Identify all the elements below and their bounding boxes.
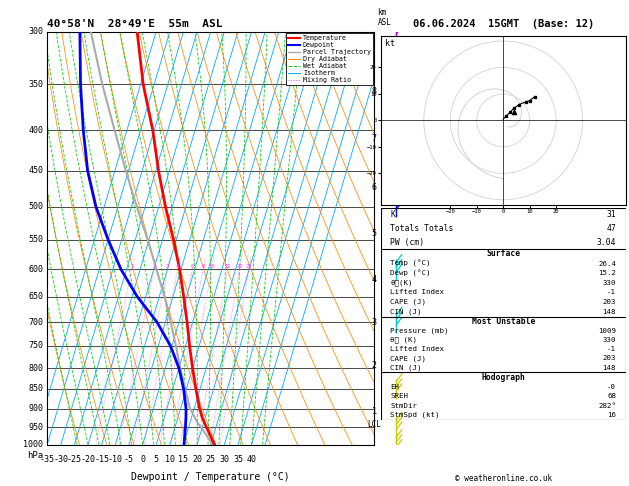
Text: kt: kt	[386, 39, 396, 48]
Text: -5: -5	[124, 455, 134, 464]
Text: 20: 20	[192, 455, 202, 464]
Text: 203: 203	[603, 299, 616, 305]
Text: -10: -10	[108, 455, 123, 464]
Text: 15.2: 15.2	[598, 270, 616, 276]
Text: 1000: 1000	[23, 440, 43, 449]
Text: 800: 800	[28, 364, 43, 373]
Text: Most Unstable: Most Unstable	[472, 317, 535, 326]
Text: 16: 16	[607, 412, 616, 418]
Text: StmDir: StmDir	[391, 402, 418, 409]
Text: CIN (J): CIN (J)	[391, 364, 422, 371]
Text: 5: 5	[372, 229, 377, 238]
Text: Lifted Index: Lifted Index	[391, 290, 444, 295]
Text: 1: 1	[372, 407, 377, 416]
Text: 10: 10	[208, 264, 215, 269]
Text: 700: 700	[28, 318, 43, 327]
Text: -1: -1	[607, 290, 616, 295]
Text: 750: 750	[28, 342, 43, 350]
Text: 3.04: 3.04	[596, 238, 616, 246]
Text: 8: 8	[372, 87, 377, 96]
Text: -1: -1	[607, 346, 616, 352]
Text: θᴇ (K): θᴇ (K)	[391, 336, 418, 343]
Text: 31: 31	[606, 210, 616, 219]
Text: 26.4: 26.4	[598, 260, 616, 266]
Text: 2: 2	[372, 362, 377, 370]
Text: 20: 20	[236, 264, 243, 269]
Text: 450: 450	[28, 166, 43, 175]
Text: CAPE (J): CAPE (J)	[391, 355, 426, 362]
Text: 5: 5	[153, 455, 159, 464]
Text: LCL: LCL	[367, 420, 381, 429]
Text: -30: -30	[53, 455, 69, 464]
Text: 850: 850	[28, 384, 43, 394]
Text: -25: -25	[67, 455, 82, 464]
Text: © weatheronline.co.uk: © weatheronline.co.uk	[455, 474, 552, 483]
Text: Pressure (mb): Pressure (mb)	[391, 327, 449, 334]
Text: 30: 30	[220, 455, 230, 464]
Text: -35: -35	[40, 455, 55, 464]
Text: 0: 0	[140, 455, 145, 464]
Text: CIN (J): CIN (J)	[391, 309, 422, 315]
Text: 148: 148	[603, 364, 616, 371]
Text: 15: 15	[225, 264, 231, 269]
Text: 3: 3	[166, 264, 169, 269]
Text: 550: 550	[28, 235, 43, 244]
Text: θᴇ(K): θᴇ(K)	[391, 279, 413, 286]
Text: 47: 47	[606, 224, 616, 233]
Text: 4: 4	[176, 264, 179, 269]
Text: CAPE (J): CAPE (J)	[391, 299, 426, 305]
Text: 68: 68	[607, 393, 616, 399]
Text: 650: 650	[28, 293, 43, 301]
Text: 06.06.2024  15GMT  (Base: 12): 06.06.2024 15GMT (Base: 12)	[413, 19, 594, 29]
Text: 3: 3	[372, 318, 377, 327]
Text: 40°58'N  28°49'E  55m  ASL: 40°58'N 28°49'E 55m ASL	[47, 19, 223, 29]
Text: 330: 330	[603, 337, 616, 343]
Text: 25: 25	[206, 455, 216, 464]
Text: 282°: 282°	[598, 402, 616, 409]
Text: 10: 10	[165, 455, 175, 464]
Text: hPa: hPa	[27, 451, 43, 460]
Text: Temp (°C): Temp (°C)	[391, 260, 431, 267]
Text: 900: 900	[28, 404, 43, 413]
Text: -20: -20	[81, 455, 96, 464]
Text: 203: 203	[603, 355, 616, 362]
Text: Lifted Index: Lifted Index	[391, 346, 444, 352]
Text: 40: 40	[247, 455, 257, 464]
Text: Dewpoint / Temperature (°C): Dewpoint / Temperature (°C)	[131, 471, 290, 482]
Text: Totals Totals: Totals Totals	[391, 224, 454, 233]
Legend: Temperature, Dewpoint, Parcel Trajectory, Dry Adiabat, Wet Adiabat, Isotherm, Mi: Temperature, Dewpoint, Parcel Trajectory…	[286, 33, 373, 85]
Text: 950: 950	[28, 423, 43, 432]
Text: -15: -15	[94, 455, 109, 464]
Text: km
ASL: km ASL	[377, 8, 391, 27]
Text: 600: 600	[28, 265, 43, 274]
Text: PW (cm): PW (cm)	[391, 238, 425, 246]
Text: SREH: SREH	[391, 393, 408, 399]
Text: 15: 15	[179, 455, 189, 464]
Text: 6: 6	[191, 264, 194, 269]
Text: 1: 1	[130, 264, 133, 269]
Text: 2: 2	[152, 264, 155, 269]
Text: Hodograph: Hodograph	[481, 373, 525, 382]
Text: -0: -0	[607, 383, 616, 390]
Text: 35: 35	[233, 455, 243, 464]
Text: 6: 6	[372, 183, 377, 191]
Text: StmSpd (kt): StmSpd (kt)	[391, 412, 440, 418]
Text: 300: 300	[28, 27, 43, 36]
Text: 4: 4	[372, 275, 377, 283]
Text: Dewp (°C): Dewp (°C)	[391, 270, 431, 277]
Text: 400: 400	[28, 126, 43, 135]
Text: K: K	[391, 210, 395, 219]
Text: 350: 350	[28, 80, 43, 89]
Text: EH: EH	[391, 383, 399, 390]
Text: 7: 7	[372, 134, 377, 143]
Text: 330: 330	[603, 280, 616, 286]
Text: 25: 25	[245, 264, 252, 269]
Text: Surface: Surface	[486, 249, 520, 259]
Text: 148: 148	[603, 309, 616, 315]
Text: 1009: 1009	[598, 328, 616, 333]
Text: 8: 8	[201, 264, 204, 269]
Text: 500: 500	[28, 202, 43, 211]
